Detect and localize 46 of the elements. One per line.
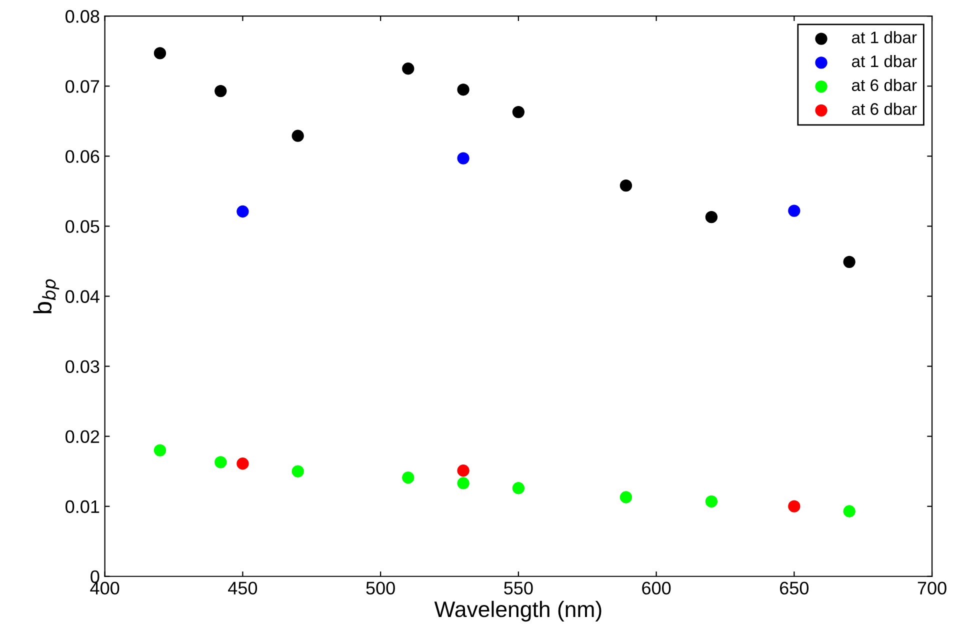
point [512, 482, 525, 494]
point [512, 106, 525, 118]
y-tick-label: 0.06 [66, 150, 100, 163]
x-tick-label: 550 [504, 582, 533, 595]
x-tick-label: 600 [642, 582, 671, 595]
point [788, 204, 800, 217]
legend-label: at 6 dbar [852, 102, 917, 115]
legend-label: at 1 dbar [852, 31, 917, 44]
point [214, 456, 227, 468]
point [457, 477, 470, 490]
point [214, 84, 227, 98]
point [402, 472, 414, 484]
point [457, 464, 470, 477]
x-tick-label: 400 [90, 582, 120, 595]
y-tick-label: 0.01 [66, 500, 100, 514]
y-tick-label: 0.04 [66, 290, 100, 303]
point [292, 465, 304, 478]
x-tick-label: 700 [918, 582, 946, 595]
point [843, 256, 856, 268]
x-axis-title: Wavelength (nm) [434, 600, 602, 622]
point [620, 180, 632, 192]
point [705, 211, 718, 224]
x-tick-label: 650 [780, 582, 809, 595]
point [705, 495, 718, 508]
point [236, 458, 249, 470]
y-tick-label: 0.08 [66, 10, 100, 23]
y-axis-title: b$_{bp}$ [33, 279, 60, 314]
legend-label: at 1 dbar [852, 54, 917, 68]
point [457, 152, 470, 164]
point [236, 205, 249, 218]
y-tick-label: 0 [90, 570, 100, 584]
x-tick-label: 450 [228, 582, 258, 595]
x-tick-label: 500 [366, 582, 395, 595]
point [620, 491, 632, 504]
y-tick-label: 0.03 [66, 360, 100, 373]
point [154, 47, 166, 60]
legend-label: at 6 dbar [852, 78, 917, 92]
point [292, 130, 304, 142]
point [457, 84, 470, 96]
y-tick-label: 0.07 [66, 80, 100, 93]
point [788, 500, 800, 512]
point [843, 505, 856, 518]
point [154, 444, 166, 456]
y-tick-label: 0.05 [66, 220, 100, 233]
point [402, 62, 414, 75]
y-tick-label: 0.02 [66, 430, 100, 444]
